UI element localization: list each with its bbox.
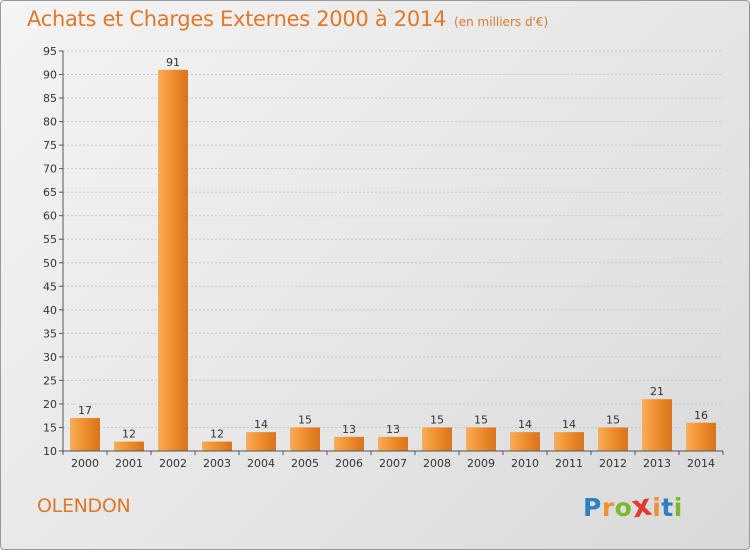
logo-letter: r: [601, 493, 615, 522]
data-label-2014: 16: [694, 409, 708, 422]
bar-2010: [510, 432, 540, 451]
logo-letter: o: [614, 493, 633, 522]
y-tick-label: 55: [43, 233, 57, 246]
y-tick-label: 75: [43, 139, 57, 152]
x-tick-label: 2008: [423, 457, 451, 470]
x-tick-label: 2011: [555, 457, 583, 470]
data-label-2013: 21: [650, 385, 664, 398]
x-tick-label: 2000: [71, 457, 99, 470]
bar-2011: [554, 432, 584, 451]
data-label-2001: 12: [122, 428, 136, 441]
x-tick-label: 2003: [203, 457, 231, 470]
logo-letter: i: [673, 493, 683, 522]
x-axis-ticks: 2000 2001 2002 2003 2004 2005 2006 2007 2008 2009…: [62, 451, 724, 470]
place-name: OLENDON: [37, 495, 131, 517]
bar-2002: [158, 69, 188, 451]
bar-2001: [114, 441, 144, 451]
bars: [70, 69, 716, 451]
data-label-2012: 15: [606, 413, 620, 426]
y-tick-label: 50: [43, 257, 57, 270]
y-tick-label: 25: [43, 374, 57, 387]
y-tick-label: 70: [43, 163, 57, 176]
bar-2003: [202, 441, 232, 451]
data-label-2009: 15: [474, 413, 488, 426]
y-tick-label: 30: [43, 351, 57, 364]
x-tick-label: 2007: [379, 457, 407, 470]
data-label-2000: 17: [78, 404, 92, 417]
x-tick-label: 2006: [335, 457, 363, 470]
chart-subtitle: (en milliers d'€): [454, 15, 549, 29]
y-tick-label: 80: [43, 116, 57, 129]
x-tick-label: 2010: [511, 457, 539, 470]
bar-2004: [246, 432, 276, 451]
data-label-2004: 14: [254, 418, 268, 431]
bar-2014: [686, 422, 716, 451]
bar-2007: [378, 436, 408, 451]
logo-letter: P: [583, 493, 602, 522]
bar-2013: [642, 399, 672, 451]
bar-2005: [290, 427, 320, 451]
y-tick-label: 85: [43, 92, 57, 105]
bar-2008: [422, 427, 452, 451]
title-row: Achats et Charges Externes 2000 à 2014 (e…: [27, 7, 548, 31]
data-label-2011: 14: [562, 418, 576, 431]
data-label-2010: 14: [518, 418, 532, 431]
x-tick-label: 2013: [643, 457, 671, 470]
data-label-2003: 12: [210, 428, 224, 441]
logo-letter: i: [652, 493, 662, 522]
x-tick-label: 2001: [115, 457, 143, 470]
x-tick-label: 2005: [291, 457, 319, 470]
y-tick-label: 95: [43, 45, 57, 58]
x-tick-label: 2009: [467, 457, 495, 470]
y-tick-label: 10: [43, 445, 57, 458]
x-tick-label: 2004: [247, 457, 275, 470]
bar-2006: [334, 436, 364, 451]
y-tick-label: 65: [43, 186, 57, 199]
y-tick-label: 20: [43, 398, 57, 411]
x-tick-label: 2014: [687, 457, 715, 470]
data-label-2008: 15: [430, 413, 444, 426]
chart-title: Achats et Charges Externes 2000 à 2014: [27, 7, 447, 31]
y-tick-label: 90: [43, 69, 57, 82]
bar-2012: [598, 427, 628, 451]
y-tick-label: 15: [43, 421, 57, 434]
y-tick-label: 40: [43, 304, 57, 317]
bar-2009: [466, 427, 496, 451]
data-labels: 17 12 91 12 14 15 13 13 15 15 14 14 15 21 16: [78, 56, 708, 441]
y-tick-label: 35: [43, 327, 57, 340]
proxiti-logo: Proxiti: [583, 488, 683, 526]
data-label-2007: 13: [386, 423, 400, 436]
y-tick-label: 45: [43, 280, 57, 293]
x-tick-label: 2002: [159, 457, 187, 470]
logo-letter: t: [661, 493, 674, 522]
data-label-2002: 91: [166, 56, 180, 69]
bar-2000: [70, 418, 100, 451]
y-axis-ticks: 10 15 20 25 30 35 40 45 50 55 60 65 70 75 80 85 90 95: [43, 45, 63, 458]
axes: [62, 51, 723, 452]
data-label-2006: 13: [342, 423, 356, 436]
x-tick-label: 2012: [599, 457, 627, 470]
data-label-2005: 15: [298, 413, 312, 426]
y-tick-label: 60: [43, 210, 57, 223]
